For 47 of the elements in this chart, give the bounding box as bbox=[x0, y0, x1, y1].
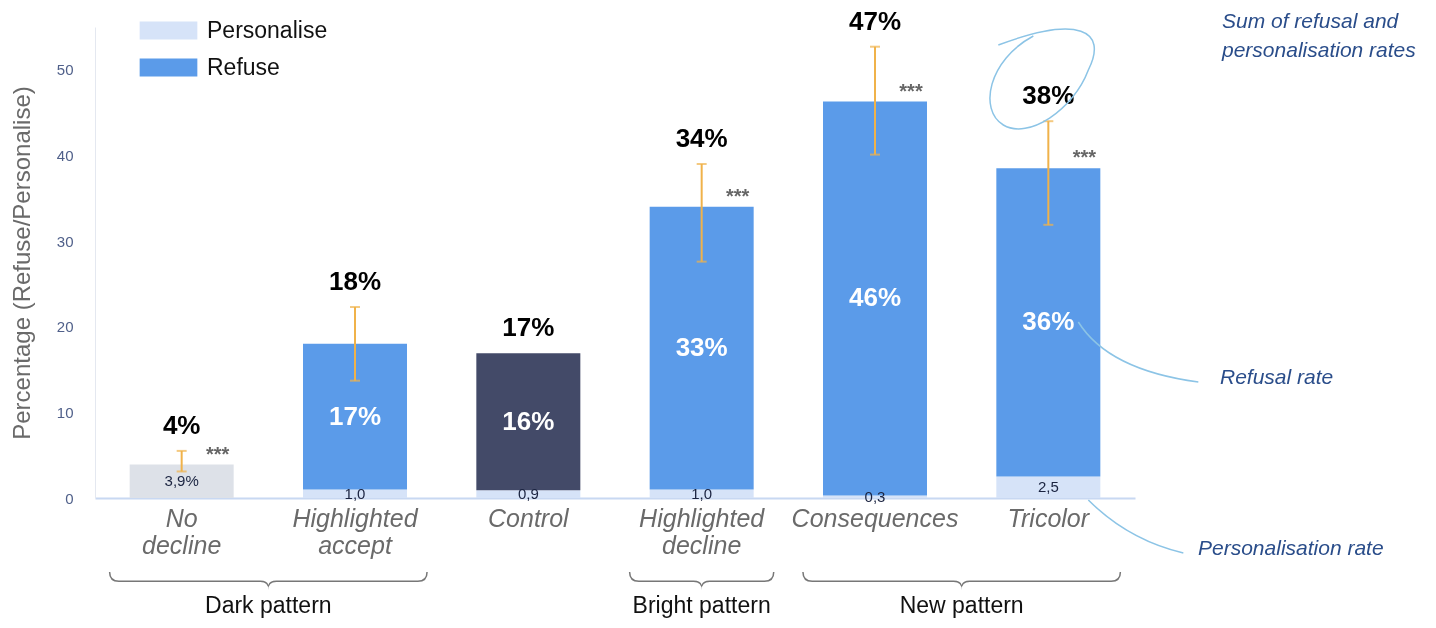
data-label: 2,5 bbox=[1037, 478, 1059, 496]
y-axis-title: Percentage (Refuse/Personalise) bbox=[7, 86, 35, 440]
y-tick-label: 10 bbox=[56, 403, 74, 421]
text: Sum of refusal and personalisation rates bbox=[1222, 8, 1417, 63]
y-tick-label: 30 bbox=[56, 232, 74, 250]
data-label: 36% bbox=[1022, 306, 1075, 337]
bar bbox=[303, 343, 407, 490]
data-label: 0,9 bbox=[517, 485, 539, 503]
x-tick-label: Highlighted accept bbox=[292, 503, 419, 559]
x-tick-label: Tricolor bbox=[1007, 503, 1091, 532]
text: Bright pattern bbox=[631, 592, 772, 619]
total-label: 47% bbox=[848, 5, 902, 36]
total-label: 34% bbox=[675, 123, 728, 154]
annotation: *** bbox=[205, 442, 230, 465]
y-tick-label: 0 bbox=[65, 489, 74, 507]
text: New pattern bbox=[898, 592, 1025, 619]
text: Personalisation rate bbox=[1198, 535, 1385, 561]
bar bbox=[996, 168, 1101, 477]
x-tick-label: Control bbox=[488, 503, 571, 532]
y-tick-label: 20 bbox=[56, 318, 74, 336]
y-tick-label: 40 bbox=[56, 146, 74, 164]
total-label: 18% bbox=[328, 266, 382, 297]
annotation: *** bbox=[725, 184, 750, 207]
data-label: 46% bbox=[848, 282, 902, 313]
data-label: 33% bbox=[675, 332, 728, 363]
data-label: 17% bbox=[328, 400, 382, 431]
total-label: 4% bbox=[162, 409, 201, 440]
total-label: 38% bbox=[1022, 80, 1075, 111]
bar bbox=[996, 476, 1101, 498]
annotation: *** bbox=[899, 79, 923, 102]
data-label: 1,0 bbox=[344, 484, 366, 502]
data-label: 3,9% bbox=[164, 472, 199, 490]
bar bbox=[129, 464, 234, 498]
legend-label: Personalise bbox=[207, 16, 328, 43]
bar bbox=[476, 353, 581, 491]
x-tick-label: Highlighted decline bbox=[639, 503, 766, 559]
data-label: 1,0 bbox=[691, 484, 713, 502]
text: Refusal rate bbox=[1220, 364, 1335, 390]
x-tick-label: No decline bbox=[142, 503, 222, 559]
text: Dark pattern bbox=[204, 592, 333, 619]
legend-label: Refuse bbox=[207, 53, 280, 80]
bar bbox=[649, 206, 754, 490]
y-tick-label: 50 bbox=[56, 61, 74, 79]
data-label: 16% bbox=[502, 405, 555, 436]
annotation: *** bbox=[1072, 146, 1097, 169]
x-tick-label: Consequences bbox=[791, 503, 959, 532]
total-label: 17% bbox=[502, 312, 555, 343]
